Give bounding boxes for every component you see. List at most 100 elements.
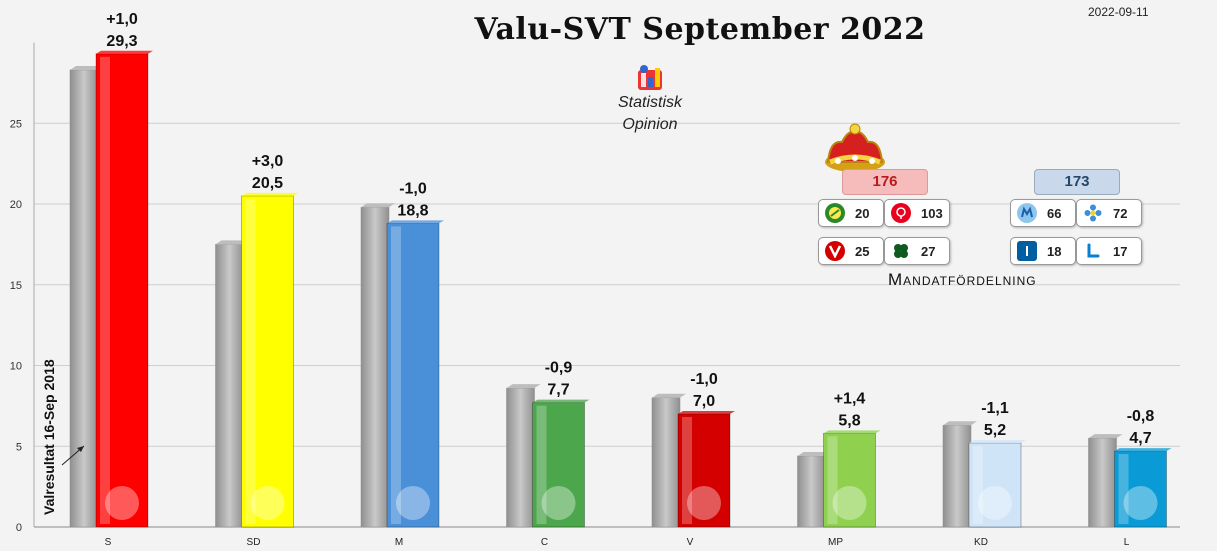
value-label-v: 7,0 xyxy=(693,393,715,410)
seat-count-l: 17 xyxy=(1113,243,1128,259)
bar-2018-top-l xyxy=(1088,434,1123,439)
x-tick-label-v: V xyxy=(687,537,694,548)
bar-2018-top-sd xyxy=(215,240,250,245)
change-label-s: +1,0 xyxy=(106,11,138,28)
bar-2018-mp xyxy=(797,455,826,528)
change-label-v: -1,0 xyxy=(690,371,718,388)
value-label-c: 7,7 xyxy=(547,382,569,399)
y-tick-label: 25 xyxy=(10,118,22,130)
seat-count-m: 66 xyxy=(1047,205,1062,221)
x-tick-label-s: S xyxy=(105,537,112,548)
bar-current-c xyxy=(532,402,585,528)
source-line-2: Opinion xyxy=(622,116,678,133)
seat-count-s: 103 xyxy=(921,205,943,221)
bar-current-top-s xyxy=(96,50,153,54)
bar-highlight-s xyxy=(100,56,110,525)
chart-title: Valu-SVT September 2022 xyxy=(474,12,926,47)
seat-count-clover: 27 xyxy=(921,243,936,259)
seat-count-c: 20 xyxy=(855,205,870,221)
seat-box-clover: 27 xyxy=(884,237,950,265)
left-bloc-total: 176 xyxy=(842,169,928,195)
change-label-c: -0,9 xyxy=(545,360,573,377)
seat-box-kd: 18 xyxy=(1010,237,1076,265)
value-label-l: 4,7 xyxy=(1129,430,1151,447)
value-label-kd: 5,2 xyxy=(984,422,1006,439)
seat-box-c: 20 xyxy=(818,199,884,227)
clover-icon xyxy=(891,241,911,261)
y-tick-label: 0 xyxy=(16,522,22,534)
x-tick-label-kd: KD xyxy=(974,537,988,548)
change-label-l: -0,8 xyxy=(1127,408,1155,425)
party-logo-v-icon xyxy=(687,486,721,520)
bar-current-kd xyxy=(968,442,1022,528)
bar-2018-top-m xyxy=(361,203,395,208)
arrow-head xyxy=(77,446,84,452)
bar-highlight-mp xyxy=(827,436,838,524)
statistisk-opinion-logo-icon xyxy=(638,65,662,90)
mandat-label: Mandatfördelning xyxy=(888,270,1037,289)
bar-highlight-v xyxy=(682,416,692,524)
x-tick-label-l: L xyxy=(1124,537,1130,548)
x-tick-label-m: M xyxy=(395,537,403,548)
bar-2018-m xyxy=(360,206,390,528)
bar-2018-sd xyxy=(215,244,244,528)
bar-highlight-c xyxy=(536,405,547,524)
value-label-s: 29,3 xyxy=(106,33,137,50)
bar-highlight-kd xyxy=(973,446,983,524)
right-bloc-total: 173 xyxy=(1034,169,1120,195)
seat-box-m: 66 xyxy=(1010,199,1076,227)
kristdemokraterna-icon xyxy=(1017,241,1037,261)
party-logo-kd-icon xyxy=(978,486,1012,520)
bar-current-top-l xyxy=(1114,448,1172,452)
seat-box-v: 25 xyxy=(818,237,884,265)
bar-2018-s xyxy=(69,69,99,528)
bar-current-sd xyxy=(241,195,294,528)
party-logo-mp-icon xyxy=(832,486,867,520)
bar-2018-top-mp xyxy=(797,451,832,456)
value-label-m: 18,8 xyxy=(397,202,428,219)
x-tick-label-c: C xyxy=(541,537,548,548)
bar-2018-top-s xyxy=(70,65,104,70)
bar-2018-top-c xyxy=(506,384,541,389)
moderaterna-icon xyxy=(1017,203,1037,223)
bar-2018-top-v xyxy=(652,393,686,398)
bar-2018-v xyxy=(651,397,681,528)
change-label-mp: +1,4 xyxy=(834,390,866,407)
y-tick-label: 5 xyxy=(16,441,22,453)
bar-current-top-kd xyxy=(969,440,1026,444)
x-tick-label-mp: MP xyxy=(828,537,843,548)
party-logo-m-icon xyxy=(396,486,430,520)
party-logo-sd-icon xyxy=(250,486,285,520)
sverigedemokraterna-flower-icon xyxy=(1083,203,1103,223)
x-tick-label-sd: SD xyxy=(247,537,261,548)
bar-2018-top-kd xyxy=(943,421,977,426)
bar-current-top-m xyxy=(387,220,444,224)
centerpartiet-icon xyxy=(825,203,845,223)
value-label-sd: 20,5 xyxy=(252,175,283,192)
chart-date: 2022-09-11 xyxy=(1088,5,1149,19)
vansterpartiet-icon xyxy=(825,241,845,261)
bar-current-top-sd xyxy=(241,192,299,196)
bar-highlight-sd xyxy=(245,198,256,525)
bar-current-top-c xyxy=(532,399,590,403)
bar-2018-l xyxy=(1088,437,1117,528)
seat-box-sd: 72 xyxy=(1076,199,1142,227)
y-tick-label: 15 xyxy=(10,280,22,292)
bar-current-m xyxy=(386,222,440,528)
seat-count-kd: 18 xyxy=(1047,243,1062,259)
change-label-sd: +3,0 xyxy=(252,153,284,170)
liberalerna-icon xyxy=(1083,241,1103,261)
bar-current-s xyxy=(95,53,149,528)
seat-count-v: 25 xyxy=(855,243,870,259)
socialdemokraterna-rose-icon xyxy=(891,203,911,223)
seat-count-sd: 72 xyxy=(1113,205,1128,221)
party-logo-c-icon xyxy=(541,486,576,520)
source-line-1: Statistisk xyxy=(617,94,682,111)
seat-box-l: 17 xyxy=(1076,237,1142,265)
bar-current-mp xyxy=(823,432,876,528)
party-logo-l-icon xyxy=(1123,486,1158,520)
crown-icon xyxy=(825,123,885,172)
bar-highlight-m xyxy=(391,226,401,524)
y-tick-label: 10 xyxy=(10,361,22,373)
